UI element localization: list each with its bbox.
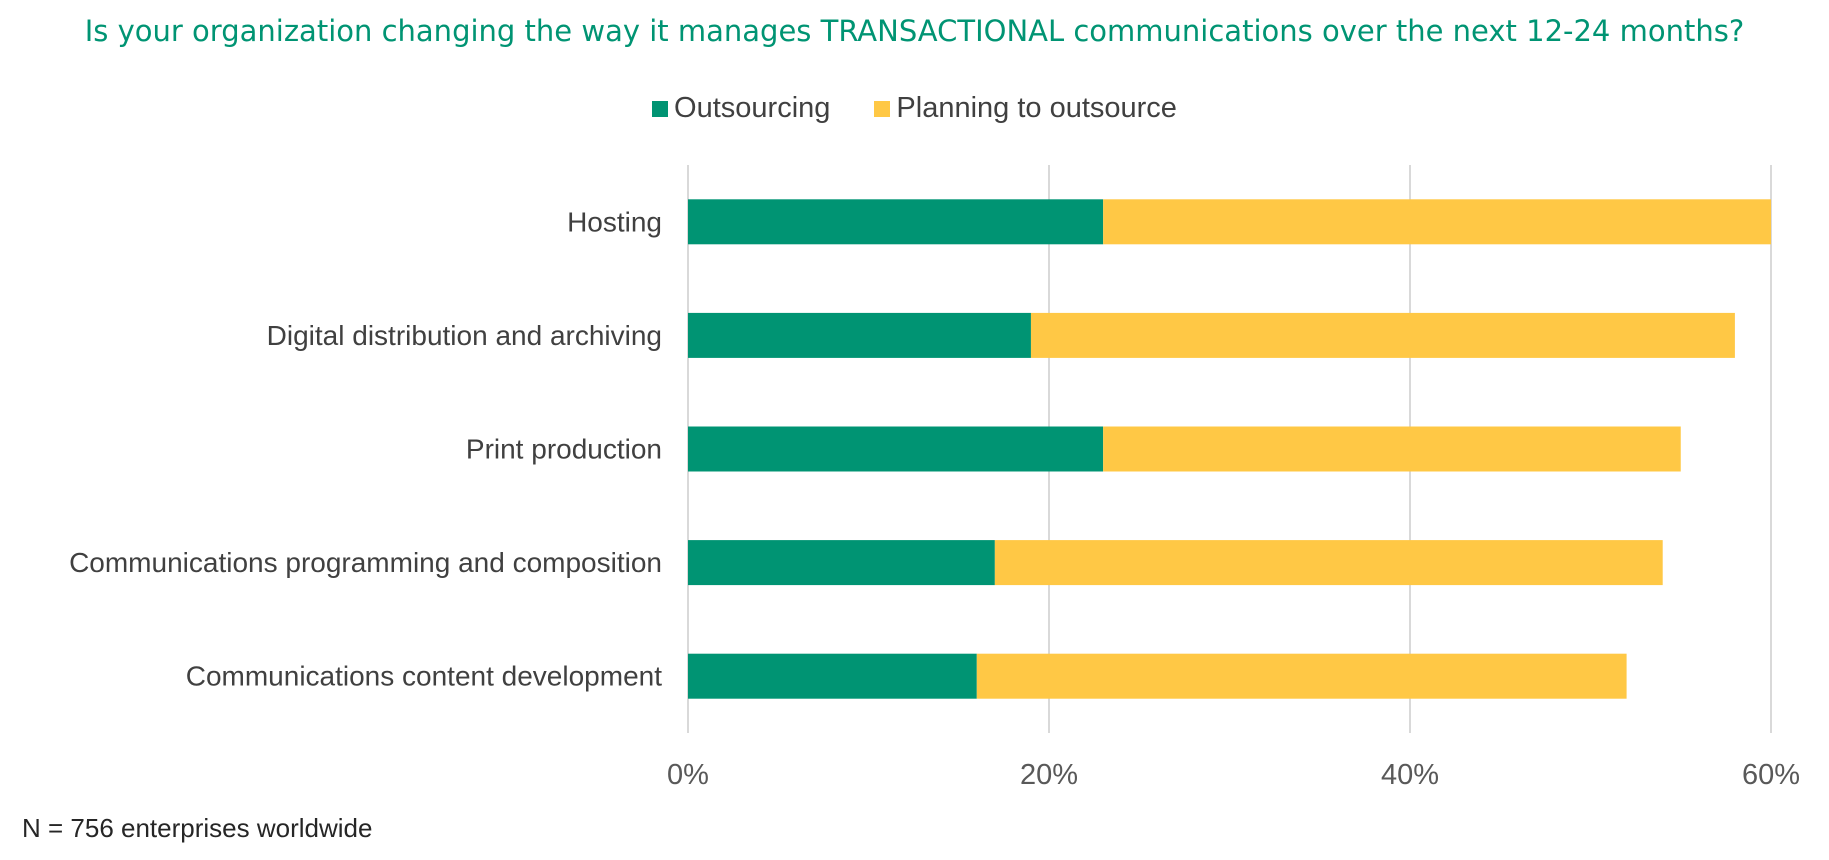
legend: Outsourcing Planning to outsource bbox=[0, 92, 1829, 125]
bar-planning-3 bbox=[994, 540, 1663, 586]
x-tick-label-2: 40% bbox=[1381, 759, 1439, 791]
category-label-2: Print production bbox=[466, 434, 662, 465]
bar-outsourcing-2 bbox=[688, 426, 1104, 472]
legend-label-planning: Planning to outsource bbox=[896, 92, 1177, 124]
chart-title: Is your organization changing the way it… bbox=[84, 14, 1745, 48]
legend-item-planning: Planning to outsource bbox=[874, 92, 1177, 125]
x-tick-label-1: 20% bbox=[1020, 759, 1078, 791]
bar-planning-0 bbox=[1103, 199, 1771, 245]
footnote: N = 756 enterprises worldwide bbox=[22, 813, 373, 843]
category-label-3: Communications programming and compositi… bbox=[69, 547, 662, 578]
category-label-1: Digital distribution and archiving bbox=[267, 320, 662, 351]
bar-planning-2 bbox=[1103, 426, 1681, 472]
bar-planning-1 bbox=[1030, 312, 1735, 358]
bar-outsourcing-3 bbox=[688, 540, 995, 586]
x-tick-label-3: 60% bbox=[1742, 759, 1800, 791]
x-tick-label-0: 0% bbox=[667, 759, 709, 791]
legend-swatch-outsourcing bbox=[652, 100, 669, 117]
category-label-4: Communications content development bbox=[186, 661, 662, 692]
bar-planning-4 bbox=[976, 653, 1627, 699]
legend-swatch-planning bbox=[874, 100, 891, 117]
category-label-0: Hosting bbox=[567, 206, 662, 237]
bar-outsourcing-4 bbox=[688, 653, 977, 699]
bar-outsourcing-1 bbox=[688, 312, 1031, 358]
bar-outsourcing-0 bbox=[688, 199, 1104, 245]
legend-label-outsourcing: Outsourcing bbox=[674, 92, 831, 124]
legend-item-outsourcing: Outsourcing bbox=[652, 92, 830, 125]
